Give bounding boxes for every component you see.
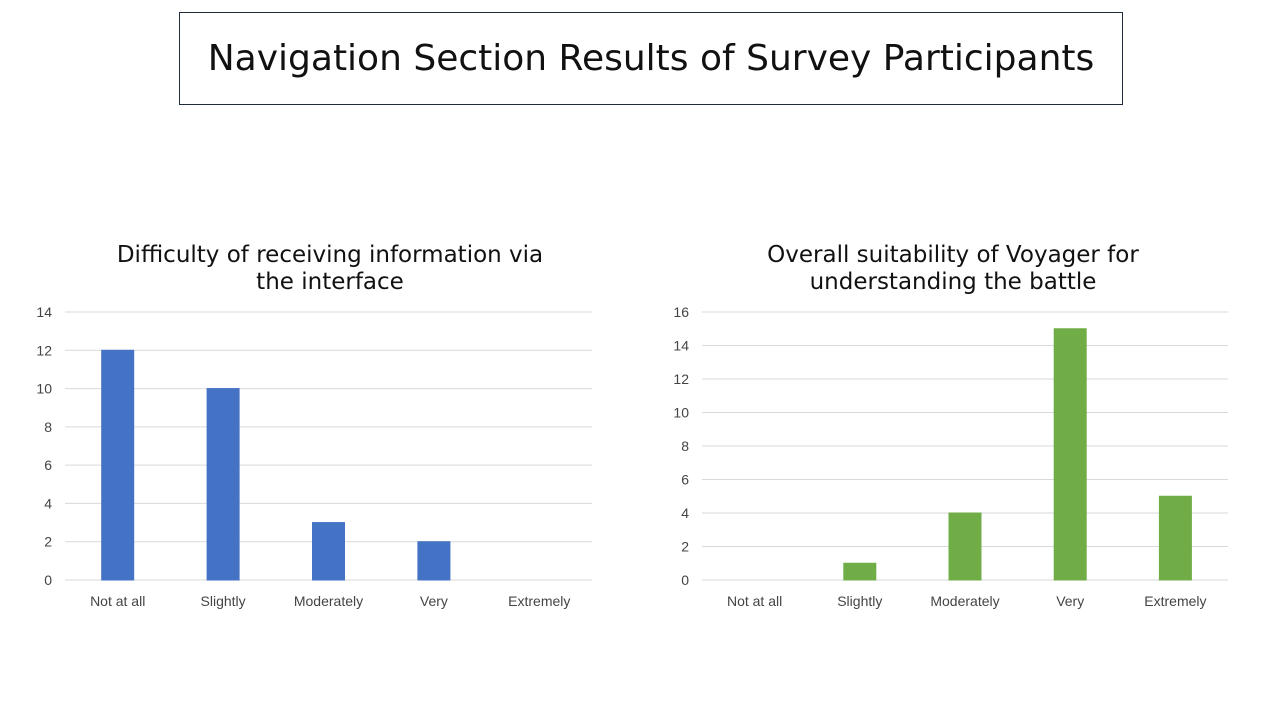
chart-1-category-label: Slightly [201,593,246,609]
chart-2-title: Overall suitability of Voyager for under… [693,242,1213,296]
chart-2-title-line-2: understanding the battle [809,269,1097,295]
chart-1-bar [312,522,345,581]
chart-2-category-label: Moderately [930,593,999,609]
chart-1-ytick-label: 4 [44,495,52,511]
chart-2-ytick-label: 12 [673,371,689,387]
chart-2-ytick-label: 2 [681,539,689,555]
chart-2-bar [948,512,982,581]
chart-2-bar [1158,495,1192,581]
chart-2-bar [1053,328,1087,581]
chart-1-ytick-label: 12 [36,342,52,358]
chart-1-category-label: Very [420,593,448,609]
chart-1-bar [101,349,135,581]
chart-1-ytick-label: 14 [36,304,52,320]
chart-1-ytick-label: 10 [36,381,52,397]
chart-1-ytick-label: 2 [44,534,52,550]
chart-2-ytick-label: 4 [681,505,689,521]
chart-2-ytick-label: 6 [681,472,689,488]
chart-2-ytick-label: 8 [681,438,689,454]
chart-2-title-line-1: Overall suitability of Voyager for [767,242,1139,268]
chart-2-category-label: Very [1056,593,1084,609]
chart-2-category-label: Extremely [1144,593,1206,609]
chart-1-ytick-label: 8 [44,419,52,435]
chart-1-bar [206,388,240,581]
chart-2-ytick-label: 0 [681,572,689,588]
chart-2-ytick-label: 16 [673,304,689,320]
chart-1-title-line-1: Difficulty of receiving information via [116,242,544,268]
page-title: Navigation Section Results of Survey Par… [179,12,1123,105]
chart-2-category-label: Slightly [837,593,882,609]
chart-1-category-label: Not at all [90,593,145,609]
chart-2-bar [843,562,877,581]
chart-1-category-label: Moderately [294,593,363,609]
chart-1-title-line-2: the interface [256,269,404,295]
chart-1-category-label: Extremely [508,593,570,609]
chart-2-ytick-label: 14 [673,338,689,354]
chart-2-category-label: Not at all [727,593,782,609]
chart-1-ytick-label: 6 [44,457,52,473]
chart-2-ytick-label: 10 [673,405,689,421]
chart-1-bar [417,541,451,581]
chart-1-ytick-label: 0 [44,572,52,588]
chart-1-title: Difficulty of receiving information via … [60,242,600,296]
